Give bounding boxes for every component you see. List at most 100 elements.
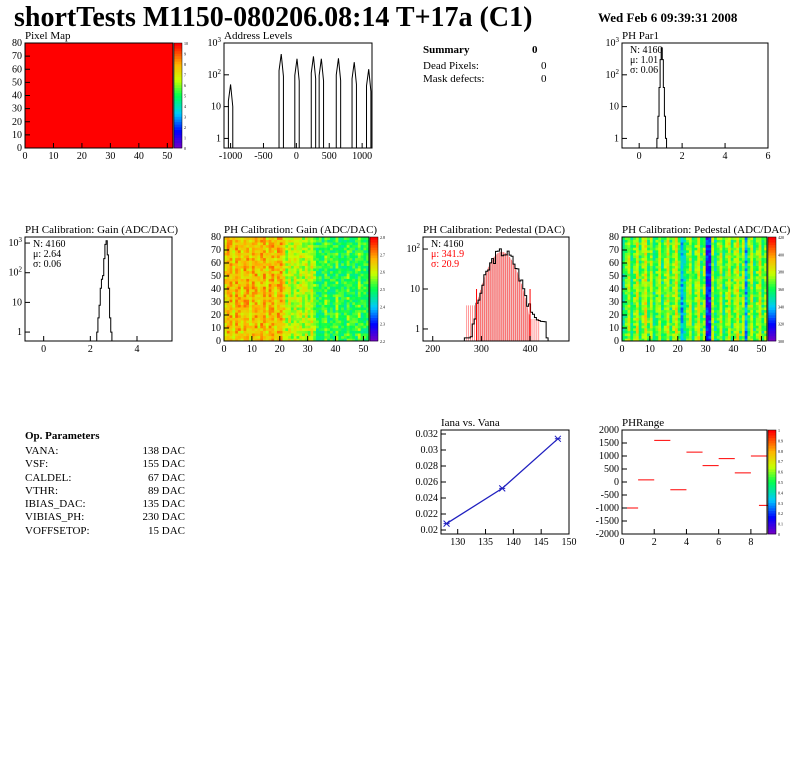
pedestal-map-cell xyxy=(688,307,693,311)
pedestal-map-cell xyxy=(644,296,648,300)
pedestal-map-cell xyxy=(672,244,676,248)
pedestal-map-cell xyxy=(708,330,712,334)
gain-map-cell xyxy=(307,260,311,264)
gain-map-cell xyxy=(265,315,269,318)
gain-map-cell xyxy=(318,265,322,269)
pedestal-map-cell xyxy=(688,299,693,303)
pedestal-map-cell xyxy=(688,309,693,313)
pedestal-map-cell xyxy=(674,322,679,326)
pedestal-map-cell xyxy=(666,307,670,311)
pedestal-map-cell xyxy=(683,317,687,321)
pedestal-map-cell xyxy=(722,237,726,240)
pedestal-map-colorbar-cell xyxy=(768,265,776,269)
pedestal-map-cell xyxy=(661,265,665,269)
pedestal-map-cell xyxy=(686,328,690,331)
mask-defects-label: Mask defects: xyxy=(423,73,485,85)
op-params-title: Op. Parameters xyxy=(25,430,100,442)
pedestal-map-cell xyxy=(744,273,748,277)
pedestal-map-cell xyxy=(652,242,656,246)
pedestal-map-cell xyxy=(658,270,662,274)
gain-map-cell xyxy=(240,302,244,305)
phrange-colorbar-cell xyxy=(768,466,776,470)
gain-map-cell xyxy=(332,283,336,287)
pedestal-map-cell xyxy=(736,296,740,300)
pedestal-map-cell xyxy=(755,328,759,331)
pedestal-map-cell xyxy=(744,252,748,256)
gain-map-cell xyxy=(240,242,244,246)
gain-map-cell xyxy=(229,265,233,269)
pedestal-map-cell xyxy=(733,252,737,256)
pedestal-map-cell xyxy=(630,328,634,331)
gain-map-cell xyxy=(263,328,267,331)
x-tick-label: 300 xyxy=(474,344,489,355)
pedestal-map-cell xyxy=(674,304,679,308)
pedestal-map-cell xyxy=(711,330,715,334)
pedestal-map-cell xyxy=(750,242,754,246)
gain-map-cell xyxy=(357,296,361,300)
gain-map-cell xyxy=(335,270,339,274)
gain-map-cell xyxy=(274,330,278,334)
pedestal-map-cell xyxy=(686,338,690,342)
gain-map-cell xyxy=(332,252,336,256)
pedestal-map-cell xyxy=(663,315,667,318)
pedestal-map-cell xyxy=(764,315,768,318)
x-tick-label: 50 xyxy=(756,344,766,355)
gain-map-cell xyxy=(271,302,275,305)
phrange-colorbar-cell xyxy=(768,495,776,498)
gain-map-cell xyxy=(240,250,244,253)
gain-map-colorbar-cell xyxy=(370,281,378,285)
gain-map-cell xyxy=(285,335,289,339)
gain-map-cell xyxy=(346,278,350,282)
pedestal-map-cell xyxy=(700,328,704,331)
pedestal-map-cell xyxy=(666,250,670,253)
pedestal-map-cell xyxy=(702,333,706,337)
gain-map-cell xyxy=(254,312,258,316)
pedestal-map-cell xyxy=(655,242,659,246)
pedestal-map-cell xyxy=(697,289,701,292)
gain-map-cell xyxy=(324,237,328,240)
pedestal-map-cell xyxy=(705,237,709,240)
pedestal-map-cell xyxy=(649,317,653,321)
pedestal-map-cell xyxy=(711,265,715,269)
pixel-map-colorbar-cell xyxy=(174,77,182,81)
pedestal-map-cell xyxy=(680,268,684,272)
pedestal-map-cell xyxy=(680,250,684,253)
pedestal-map-cell xyxy=(733,296,737,300)
pedestal-map-cell xyxy=(669,333,673,337)
pedestal-map-cell xyxy=(697,296,701,300)
gain-map-cell xyxy=(290,325,295,329)
gain-map-cell xyxy=(226,294,230,298)
gain-map-cell xyxy=(279,312,283,316)
pedestal-map-cell xyxy=(661,268,665,272)
pedestal-map-cell xyxy=(697,299,701,303)
gain-map-cell xyxy=(341,273,345,277)
gain-map-cell xyxy=(254,333,258,337)
pedestal-map-cell xyxy=(736,315,740,318)
pedestal-map-cell xyxy=(624,315,628,318)
pedestal-map-cell xyxy=(714,278,718,282)
gain-map-cell xyxy=(329,252,334,256)
gain-map-cell xyxy=(296,260,300,264)
pedestal-map-cell xyxy=(666,252,670,256)
pedestal-map-cell xyxy=(633,244,637,248)
pedestal-map-cell xyxy=(686,322,690,326)
gain-map-cell xyxy=(263,252,267,256)
gain-map-cell xyxy=(251,242,255,246)
gain-map-cell xyxy=(324,302,328,305)
gain-map-cell xyxy=(316,244,320,248)
pedestal-map-cell xyxy=(736,242,740,246)
stats-line: μ: 1.01 xyxy=(630,55,658,66)
gain-map-cell xyxy=(352,276,356,279)
gain-map-cell xyxy=(288,315,292,318)
gain-map-cell xyxy=(321,328,325,331)
gain-map-cell xyxy=(254,265,258,269)
pedestal-map-cell xyxy=(716,255,720,259)
pedestal-map-cell xyxy=(722,312,726,316)
gain-map-cell xyxy=(246,257,250,261)
gain-map-cell xyxy=(274,286,278,290)
pedestal-map-cell xyxy=(644,268,648,272)
pedestal-map-cell xyxy=(652,291,656,295)
pedestal-map-cell xyxy=(638,273,642,277)
pedestal-map-cell xyxy=(739,273,743,277)
gain-map-cell xyxy=(346,239,350,243)
